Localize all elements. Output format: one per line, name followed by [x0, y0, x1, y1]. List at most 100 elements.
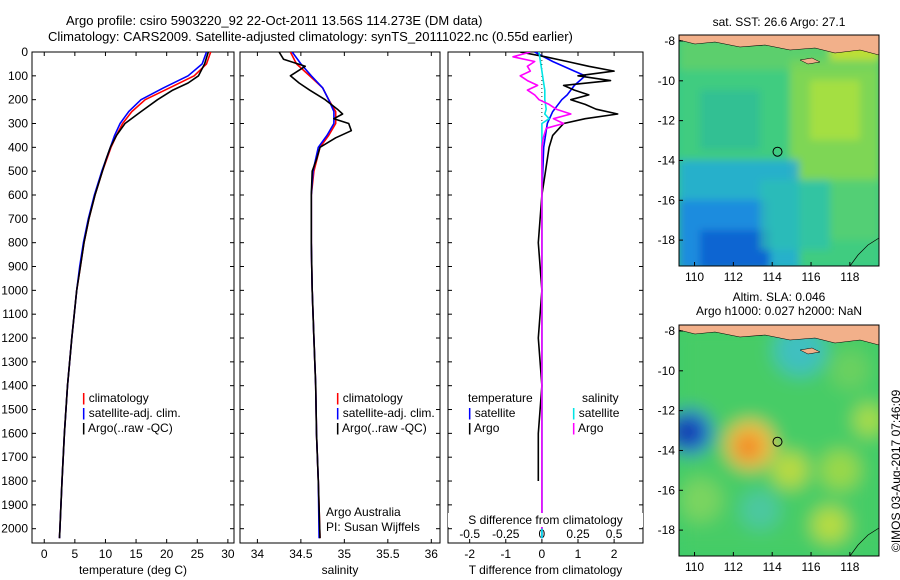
salinity-legend: | climatology | satellite-adj. clim. | A…: [336, 391, 435, 436]
legend-label: satellite-adj. clim.: [88, 406, 181, 420]
map-y-tick-label: -10: [658, 74, 676, 88]
x-tick-label: 5: [72, 547, 79, 561]
legend-item: | satellite-adj. clim.: [336, 406, 435, 420]
legend-item: | Argo(..raw -QC): [82, 421, 173, 435]
map-y-tick-label: -8: [664, 34, 675, 48]
title-line-2: Climatology: CARS2009. Satellite-adjuste…: [48, 29, 573, 44]
difference-x2label: S difference from climatology: [448, 513, 643, 527]
sst-argo-marker: [772, 146, 783, 157]
y-tick-label: 1100: [2, 307, 28, 321]
map-x-tick-label: 114: [763, 560, 782, 574]
series-line-climatology: [289, 52, 337, 539]
y-tick-label: 100: [8, 69, 28, 83]
sla-map-subtitle: Argo h1000: 0.027 h2000: NaN: [695, 304, 863, 318]
legend-item: | satellite-adj. clim.: [82, 406, 181, 420]
legend-title: salinity: [582, 391, 619, 405]
difference-legend-temperature: temperature | satellite | Argo: [468, 391, 533, 436]
map-y-tick-label: -18: [658, 233, 676, 247]
x-tick-label: -2: [464, 547, 475, 561]
map-y-tick-label: -14: [658, 443, 676, 457]
map-x-tick-label: 118: [840, 270, 859, 284]
annotation-line: PI: Susan Wijffels: [326, 520, 420, 534]
legend-item: | Argo: [468, 421, 500, 435]
y-tick-label: 2000: [1, 522, 28, 536]
legend-item: | climatology: [336, 391, 403, 405]
x-tick-label: -1: [500, 547, 511, 561]
x-tick-label: 10: [99, 547, 113, 561]
sla-map-frame: [678, 324, 880, 557]
x-tick-label: 25: [191, 547, 205, 561]
map-y-tick-label: -12: [658, 404, 676, 418]
y-tick-label: 900: [8, 260, 28, 274]
legend-item: | satellite: [572, 406, 620, 420]
y-tick-label: 1800: [1, 474, 28, 488]
y-tick-label: 600: [8, 188, 28, 202]
sla-map-title: Altim. SLA: 0.046: [732, 290, 826, 304]
title-line-1: Argo profile: csiro 5903220_92 22-Oct-20…: [66, 13, 483, 28]
legend-item: | Argo(..raw -QC): [336, 421, 427, 435]
series-line-salinity-argo: [512, 52, 572, 529]
series-line-salinity-satellite: [538, 52, 550, 539]
x-tick-label: 15: [129, 547, 143, 561]
legend-label: Argo: [474, 421, 500, 435]
difference-panel-frame: [447, 51, 644, 544]
temperature-panel-frame: [31, 51, 235, 544]
map-x-tick-label: 110: [685, 560, 704, 574]
x-tick-label: 0: [41, 547, 48, 561]
legend-label: Argo(..raw -QC): [342, 421, 427, 435]
y-tick-label: 500: [8, 164, 28, 178]
map-x-tick-label: 112: [724, 270, 743, 284]
salinity-annotation: Argo Australia PI: Susan Wijffels: [326, 505, 420, 535]
legend-item: | climatology: [82, 391, 149, 405]
annotation-line: Argo Australia: [326, 505, 401, 519]
x2-tick-label: 0.5: [606, 527, 623, 541]
y-tick-label: 0: [21, 45, 28, 59]
map-x-tick-label: 116: [801, 560, 820, 574]
map-axes: 110 112 114 116 118 -8 -10 -12 -14 -16 -18: [658, 34, 860, 284]
y-tick-label: 300: [8, 117, 28, 131]
y-tick-label: 1400: [1, 379, 28, 393]
x2-tick-label: 0: [539, 527, 546, 541]
map-y-tick-label: -16: [658, 483, 676, 497]
y-tick-label: 1500: [1, 403, 28, 417]
x-tick-label: 0: [539, 547, 546, 561]
x2-tick-label: -0.25: [492, 527, 520, 541]
series-line-satellite-adj-clim-: [58, 52, 208, 539]
y-tick-label: 1900: [1, 498, 28, 512]
legend-label: climatology: [342, 391, 403, 405]
difference-xlabel: T difference from climatology: [468, 563, 623, 577]
x-tick-label: 36: [425, 547, 439, 561]
sst-map-title: sat. SST: 26.6 Argo: 27.1: [712, 15, 846, 29]
series-line-climatology: [58, 52, 212, 539]
series-line-argo-raw-qc-: [278, 52, 353, 539]
sla-argo-marker: [772, 436, 783, 447]
map-y-tick-label: -18: [658, 523, 676, 537]
map-y-tick-label: -8: [664, 324, 675, 338]
temperature-xlabel: temperature (deg C): [78, 563, 188, 577]
x-tick-label: 35.5: [376, 547, 400, 561]
x-tick-label: 2: [611, 547, 618, 561]
y-tick-label: 1200: [1, 331, 28, 345]
map-x-tick-label: 116: [801, 270, 820, 284]
legend-label: Argo: [578, 421, 604, 435]
series-line-temperature-satellite: [534, 52, 587, 539]
map-x-tick-label: 118: [840, 560, 859, 574]
legend-label: Argo(..raw -QC): [88, 421, 173, 435]
y-tick-label: 400: [8, 140, 28, 154]
y-tick-label: 1000: [1, 283, 28, 297]
legend-item: | satellite: [468, 406, 516, 420]
x-tick-label: 35: [338, 547, 352, 561]
map-y-tick-label: -16: [658, 193, 676, 207]
y-tick-label: 1300: [1, 355, 28, 369]
map-y-tick-label: -12: [658, 114, 676, 128]
legend-item: | Argo: [572, 421, 604, 435]
x-tick-label: 30: [221, 547, 235, 561]
sst-map-frame: [678, 34, 880, 267]
series-line-argo-raw-qc-: [58, 52, 210, 539]
sst-map: [679, 35, 879, 266]
y-tick-label: 1600: [1, 426, 28, 440]
legend-title: temperature: [468, 391, 533, 405]
temperature-legend: | climatology | satellite-adj. clim. | A…: [82, 391, 181, 436]
salinity-xlabel: salinity: [321, 563, 359, 577]
map-x-tick-label: 112: [724, 560, 743, 574]
